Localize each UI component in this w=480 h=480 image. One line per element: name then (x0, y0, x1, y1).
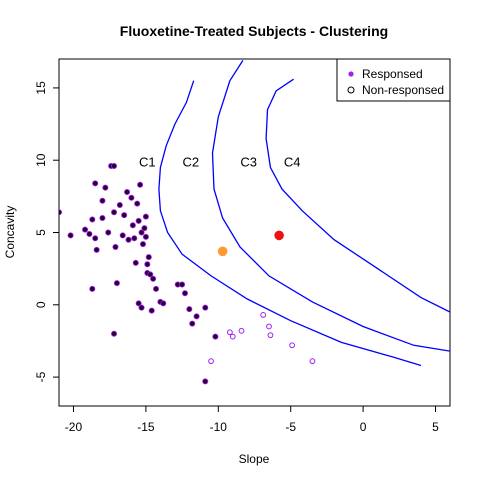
y-tick-label: 10 (34, 153, 48, 167)
responder-point (186, 306, 193, 313)
responder-point (147, 271, 154, 278)
responder-point (112, 243, 119, 250)
nonresponder-point (226, 329, 233, 336)
responder-point (67, 232, 74, 239)
y-tick-label: -5 (34, 371, 48, 382)
responder-point (102, 184, 109, 191)
cluster-label: C1 (139, 155, 156, 170)
nonresponder-point (267, 332, 274, 339)
x-tick-label: -10 (210, 420, 228, 434)
responder-point (202, 378, 209, 385)
nonresponder-point (260, 312, 267, 318)
responder-point (92, 235, 99, 242)
cluster-boundary-line (211, 60, 450, 352)
legend-label: Responsed (362, 67, 423, 81)
cluster-label: C3 (240, 155, 257, 170)
y-tick-label: 15 (34, 81, 48, 95)
responder-point (86, 230, 93, 237)
x-tick-label: -15 (137, 420, 155, 434)
responder-point (124, 189, 131, 196)
plot-area: C1 C2 C3 C4 (59, 60, 450, 385)
responder-point (128, 194, 135, 201)
responder-point (131, 235, 138, 242)
cluster-boundary-line (265, 78, 450, 313)
responder-point (135, 217, 142, 224)
responder-point (111, 330, 118, 337)
x-axis: -20 -15 -10 -5 0 5 (65, 406, 439, 434)
y-axis-label: Concavity (3, 206, 17, 259)
responder-point (132, 259, 139, 266)
responder-point (113, 280, 120, 287)
responder-point (125, 236, 132, 243)
x-tick-label: 0 (360, 420, 367, 434)
responder-point (134, 200, 141, 207)
x-tick-label: -20 (65, 420, 83, 434)
responder-point (111, 162, 118, 169)
nonresponder-point (229, 333, 236, 340)
responder-point (160, 300, 167, 307)
x-tick-label: 5 (432, 420, 439, 434)
y-tick-label: 0 (34, 301, 48, 308)
legend: Responsed Non-responsed (336, 58, 451, 102)
cluster-centroid-point (274, 230, 284, 241)
responder-point (121, 212, 128, 219)
responder-point (153, 285, 160, 292)
responder-point (93, 246, 100, 253)
x-axis-label: Slope (239, 452, 270, 466)
responder-point (139, 241, 146, 248)
responder-point (193, 313, 200, 320)
responder-point (89, 216, 96, 223)
responder-point (150, 275, 157, 282)
responder-point (116, 202, 123, 209)
responder-point (137, 181, 144, 188)
responder-point (92, 180, 99, 187)
responder-point (129, 222, 136, 229)
cluster-boundary-line (158, 80, 422, 367)
responder-point (82, 226, 89, 233)
x-tick-label: -5 (285, 420, 296, 434)
responder-point (142, 213, 149, 220)
responder-point (179, 281, 186, 288)
cluster-label: C2 (182, 155, 199, 170)
responder-point (138, 304, 145, 311)
legend-box (336, 58, 451, 102)
nonresponder-point (238, 327, 245, 334)
legend-marker-filled (348, 71, 354, 77)
responder-point (138, 229, 145, 236)
chart-title: Fluoxetine-Treated Subjects - Clustering (120, 23, 388, 39)
responder-point (142, 233, 149, 240)
responder-point (148, 307, 155, 314)
responder-point (135, 300, 142, 307)
responder-point (144, 261, 151, 268)
responder-point (99, 215, 106, 222)
responder-point (189, 320, 196, 327)
nonresponder-point (309, 358, 316, 365)
responder-point (212, 333, 219, 340)
responder-point (119, 232, 126, 239)
responder-point (141, 225, 148, 232)
responder-point (145, 254, 152, 261)
responder-point (59, 209, 62, 216)
legend-label: Non-responsed (362, 83, 444, 97)
plot-content: C1 C2 C3 C4 (59, 60, 450, 385)
nonresponder-point (289, 342, 296, 349)
nonresponder-point (266, 323, 272, 330)
responder-point (89, 285, 96, 292)
legend-marker-open (347, 86, 355, 94)
responder-point (99, 197, 106, 204)
responder-point (181, 290, 188, 297)
cluster-label: C4 (284, 155, 301, 170)
nonresponder-point (208, 358, 214, 365)
responder-point (202, 304, 209, 311)
responder-point (105, 229, 112, 236)
y-axis: -5 0 5 10 15 (34, 81, 59, 382)
responder-point (111, 209, 118, 216)
cluster-centroid-point (217, 246, 228, 257)
y-tick-label: 5 (34, 229, 48, 236)
